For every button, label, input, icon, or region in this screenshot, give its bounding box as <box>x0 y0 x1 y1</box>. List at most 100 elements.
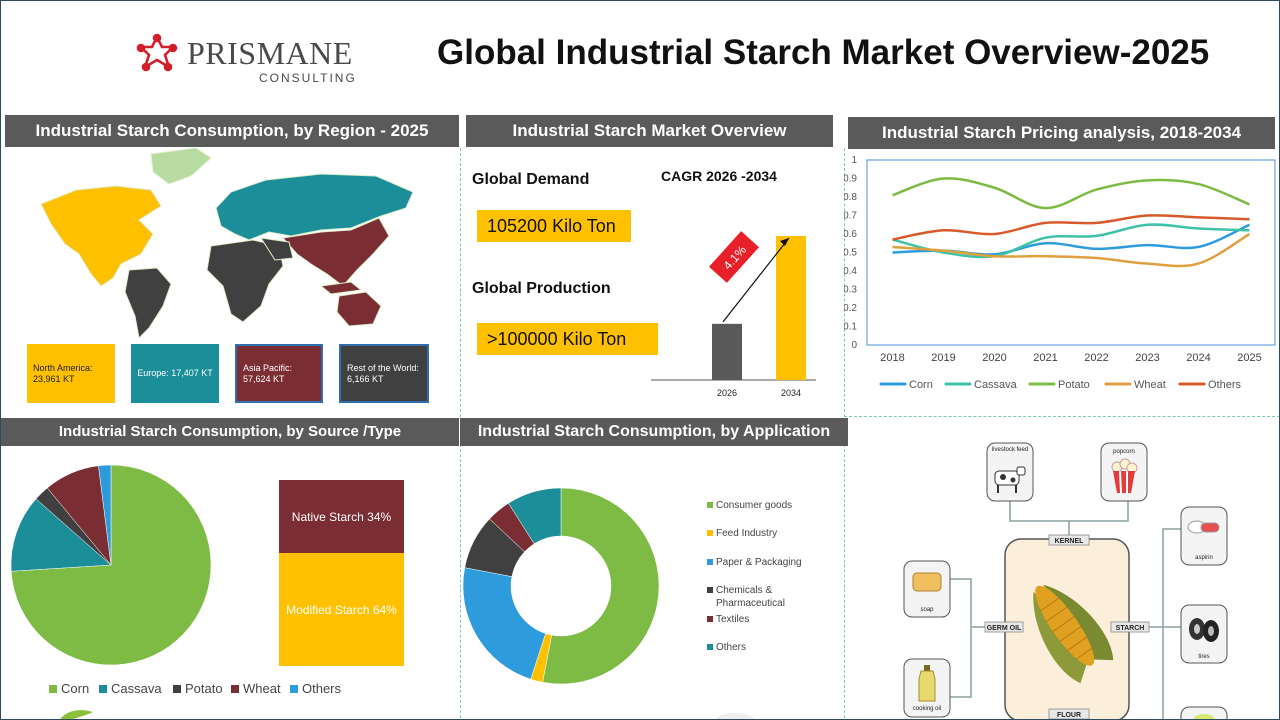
global-production-label: Global Production <box>472 280 611 297</box>
popcorn-icon <box>1111 458 1138 494</box>
overview-header: Industrial Starch Market Overview <box>466 115 833 147</box>
popcorn-tile: popcorn <box>1100 442 1148 502</box>
pricing-series-cassava <box>892 223 1250 259</box>
slice-others <box>98 464 112 566</box>
europe-region <box>215 173 414 241</box>
pricing-legend-label: Corn <box>909 379 933 391</box>
soap-icon <box>912 572 942 592</box>
source-legend-label: Cassava <box>111 681 162 696</box>
corn-cob-icon <box>1033 584 1114 684</box>
native-starch-label: Native Starch 34% <box>291 509 392 524</box>
southeast-asia-region <box>319 281 363 295</box>
global-demand-label: Global Demand <box>472 171 590 188</box>
application-legend-item: Consumer goods <box>707 499 817 512</box>
australia-region <box>336 291 382 327</box>
pricing-header: Industrial Starch Pricing analysis, 2018… <box>848 117 1275 149</box>
pricing-series-wheat <box>892 232 1251 268</box>
region-box-asia-pacific: Asia Pacific: 57,624 KT <box>235 344 323 403</box>
region-box-label: Rest of the World: 6,166 KT <box>347 362 419 384</box>
cagr-arrow <box>722 237 790 323</box>
application-legend-label: Chemicals & Pharmaceutical <box>716 585 785 609</box>
pricing-legend-label: Potato <box>1058 379 1090 391</box>
application-legend-swatch <box>707 502 713 508</box>
slice-cassava <box>10 498 112 572</box>
slice-paper-packaging <box>462 567 546 680</box>
world-map <box>40 147 414 340</box>
tires-label: tires <box>1198 654 1209 660</box>
cagr-arrow-head <box>780 238 789 246</box>
region-box-europe: Europe: 17,407 KT <box>131 344 219 403</box>
south-america-region <box>124 267 172 340</box>
greenland-region <box>150 147 212 185</box>
cooking-oil-label: cooking oil <box>913 706 941 712</box>
cooking-oil-tile: cooking oil <box>903 658 951 718</box>
application-header: Industrial Starch Consumption, by Applic… <box>460 418 848 446</box>
pricing-y-tick: 1 <box>851 155 857 166</box>
pricing-line-chart: 1 0.9 0.8 0.7 0.6 0.5 0.4 0.3 0.2 0.1 0 2018 2019 202… <box>844 155 1276 391</box>
source-legend-item: Others <box>290 681 341 696</box>
modified-starch-segment: Modified Starch 64% <box>279 553 404 666</box>
pricing-y-tick: 0.1 <box>844 322 857 333</box>
pricing-x-tick: 2025 <box>1237 352 1261 364</box>
pricing-y-tick: 0.4 <box>844 266 857 277</box>
connector-germ-oil <box>950 578 1003 698</box>
pricing-x-tick: 2022 <box>1084 352 1108 364</box>
native-starch-segment: Native Starch 34% <box>279 480 404 553</box>
source-legend-swatch <box>231 684 239 693</box>
application-legend-swatch <box>707 559 713 565</box>
cagr-bar-chart: 2026 2034 4.1% <box>651 231 816 398</box>
popcorn-label: popcorn <box>1113 449 1135 455</box>
application-legend-swatch <box>707 587 713 593</box>
application-legend-label: Consumer goods <box>716 500 793 511</box>
application-legend-swatch <box>707 530 713 536</box>
divider-horizontal <box>844 416 1279 417</box>
soap-tile: soap <box>903 560 951 618</box>
pricing-legend-label: Others <box>1208 379 1242 391</box>
corn-derivatives-diagram: KERNEL GERM OIL STARCH FLOUR livestock f… <box>903 442 1228 719</box>
source-legend-label: Wheat <box>243 681 281 696</box>
pricing-x-tick: 2019 <box>931 352 955 364</box>
pricing-series-potato <box>892 177 1250 210</box>
pricing-x-tick: 2018 <box>880 352 904 364</box>
region-header: Industrial Starch Consumption, by Region… <box>5 115 459 147</box>
pricing-y-tick: 0.7 <box>844 211 857 222</box>
cagr-label: CAGR 2026 -2034 <box>661 168 777 184</box>
aspirin-tile: aspirin <box>1180 506 1228 566</box>
application-legend-item: Others <box>707 641 817 654</box>
oil-bottle-icon <box>918 665 936 702</box>
cagr-bar <box>776 236 806 380</box>
pricing-x-tick: 2021 <box>1033 352 1057 364</box>
source-legend-swatch <box>290 684 298 693</box>
pricing-y-tick: 0.5 <box>844 248 857 259</box>
slice-others <box>508 487 562 545</box>
pricing-series-others <box>892 214 1250 241</box>
connector-kernel <box>1009 499 1129 522</box>
tires-tile: tires <box>1180 604 1228 664</box>
aspirin-label: aspirin <box>1195 555 1213 561</box>
cagr-tick-label: 2026 <box>717 388 737 398</box>
application-legend-label: Textiles <box>716 614 750 625</box>
pricing-y-tick: 0.8 <box>844 192 857 203</box>
region-box-label: Europe: 17,407 KT <box>137 368 213 378</box>
livestock-feed-tile: livestock feed <box>986 442 1034 502</box>
pricing-y-tick: 0.2 <box>844 303 857 314</box>
cagr-tick-label: 2034 <box>781 388 801 398</box>
starch-powder-icon <box>715 713 755 719</box>
pricing-y-tick: 0 <box>851 340 857 351</box>
application-donut-chart <box>462 487 660 685</box>
application-legend-label: Paper & Packaging <box>716 557 802 568</box>
region-box-north-america: North America: 23,961 KT <box>27 344 115 403</box>
source-legend-item: Cassava <box>99 681 162 696</box>
pricing-y-tick: 0.9 <box>844 174 857 185</box>
middle-east-region <box>259 237 294 261</box>
cow-icon <box>994 466 1026 493</box>
application-legend-swatch <box>707 616 713 622</box>
source-legend-item: Wheat <box>231 681 281 696</box>
pricing-x-tick: 2020 <box>982 352 1006 364</box>
application-legend-item: Textiles <box>707 613 817 626</box>
starch-label: STARCH <box>1116 625 1145 632</box>
source-legend-swatch <box>173 684 181 693</box>
cagr-bar <box>712 323 742 380</box>
source-legend-item: Potato <box>173 681 223 696</box>
